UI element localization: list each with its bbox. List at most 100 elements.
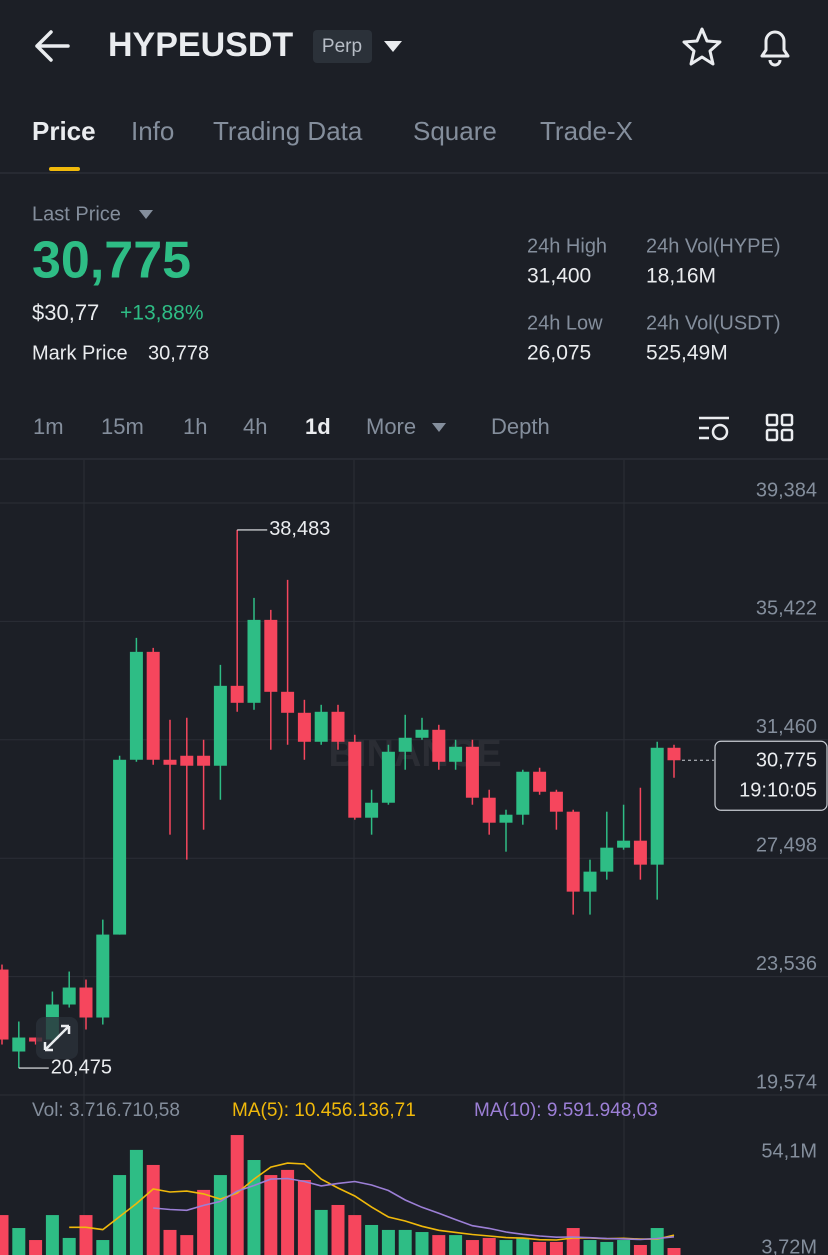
plot: 39,384 35,422 31,460 27,498 23,536 19,574 38,4… [0,479,828,1096]
volume-bar [247,1160,261,1255]
last-price-label[interactable]: Last Price [32,203,121,225]
volume-bar [45,1215,59,1255]
symbol-title[interactable]: HYPEUSDT [108,26,293,64]
candle-body [398,737,412,752]
candle-body [633,840,647,865]
layout-button[interactable] [765,413,794,442]
indicator-settings[interactable] [699,416,729,441]
volume-bar [230,1135,244,1255]
candle-body [667,747,681,761]
candle-body [415,729,429,738]
back-button[interactable] [35,30,70,62]
volume-bar [667,1248,681,1255]
y-tick-label: 23,536 [756,953,817,975]
mark-price: 30,778 [148,342,209,364]
candle-body [482,797,496,823]
volume-bar [617,1240,631,1255]
volume-bar [79,1215,93,1255]
candle-body [146,651,160,760]
candle-body [516,771,530,815]
countdown: 19:10:05 [739,780,817,802]
stat-label: 24h High [527,235,607,257]
favorite-icon[interactable] [682,27,722,66]
volume-bar [482,1237,496,1255]
candle-body [348,741,362,818]
layout-icon [765,413,779,427]
volume-bar [516,1237,530,1255]
tab[interactable]: Square [413,116,497,146]
candle-body [432,729,446,762]
interval[interactable]: 15m [101,414,144,439]
candle-body [465,746,479,798]
ma5-legend: MA(5): 10.456.136,71 [232,1100,416,1121]
volume-bar [0,1215,9,1255]
candle-body [247,619,261,703]
candle-body [264,619,278,692]
volume-bar [113,1175,127,1255]
dropdown-icon[interactable] [384,41,402,52]
volume-bar [129,1149,143,1255]
alert-icon[interactable] [760,30,790,67]
interval[interactable]: 1h [183,414,207,439]
candle-body [0,969,9,1040]
dropdown-icon[interactable] [139,210,153,219]
interval[interactable]: Depth [491,414,550,439]
last-price-box [714,740,828,811]
candle-body [499,814,513,823]
volume-bar [12,1228,26,1255]
interval[interactable]: 1m [33,414,64,439]
candle-body [533,771,547,792]
volume-bar [583,1240,597,1255]
candle-body [549,791,563,812]
tab[interactable]: Info [131,116,174,146]
candle-body [230,685,244,703]
dropdown-icon[interactable] [432,423,446,432]
volume-bar [163,1229,177,1255]
last-price-tag: 30,775 [756,750,817,772]
volume-bar [432,1235,446,1255]
candle-body [331,711,345,742]
ma10-line [153,1177,675,1241]
volume-bar [600,1241,614,1255]
y-tick-label: 39,384 [756,479,817,501]
perp-badge: Perp [322,36,362,57]
volume-plot: 54,1M 3,72M [0,1135,817,1255]
last-price: 30,775 [32,232,191,290]
tab[interactable]: Trading Data [213,116,363,146]
ma5-line [69,1162,675,1241]
tab[interactable]: Trade-X [540,116,633,146]
min-label: 20,475 [51,1056,112,1078]
tab[interactable]: Price [32,116,96,146]
interval[interactable]: More [366,414,416,439]
candle-body [29,1037,43,1042]
layout-icon [780,413,794,427]
stat-value: 18,16M [646,265,716,288]
stat-value: 31,400 [527,265,591,288]
candle-body [180,755,194,766]
interval[interactable]: 1d [305,414,331,439]
volume-bar [197,1189,211,1255]
candle-body [314,711,328,742]
volume-tick-label: 54,1M [761,1140,817,1162]
mark-price-label: Mark Price [32,342,128,364]
stat-value: 26,075 [527,342,591,365]
volume-bar [146,1164,160,1255]
fullscreen-icon [43,1024,71,1052]
volume-bar [533,1241,547,1255]
volume-bar [96,1240,110,1255]
interval[interactable]: 4h [243,414,267,439]
volume-bar [314,1209,328,1255]
candle-body [12,1037,26,1052]
volume-bar [180,1235,194,1255]
volume-bar [297,1180,311,1255]
volume-bar [29,1240,43,1255]
candle-body [79,987,93,1018]
candle-body [197,755,211,766]
candle-body [365,802,379,818]
volume-bar [465,1240,479,1255]
fullscreen-button[interactable] [36,1017,78,1059]
volume-bar [348,1215,362,1255]
settings-icon [711,423,729,441]
volume-bar [281,1169,295,1255]
stat-label: 24h Vol(HYPE) [646,235,781,257]
